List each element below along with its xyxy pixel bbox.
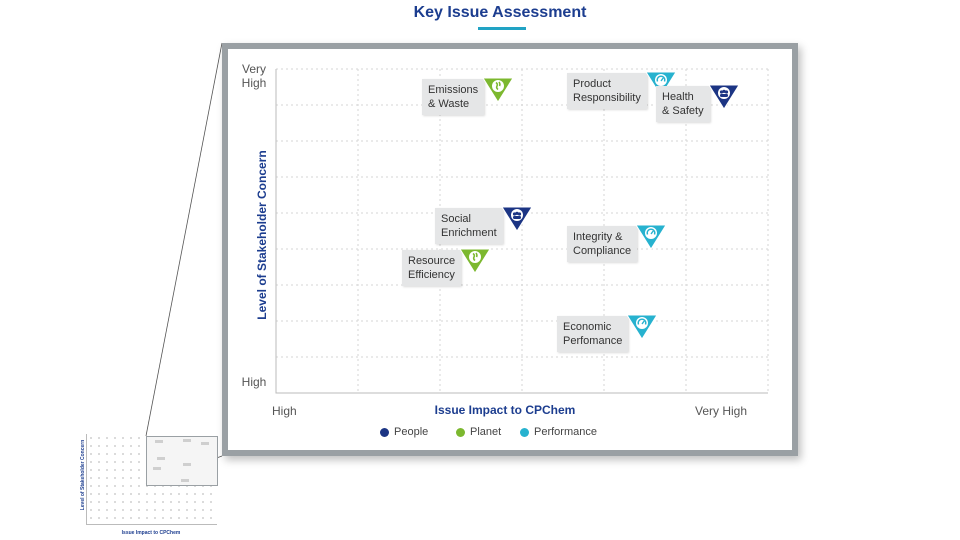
issue-label: Integrity & Compliance bbox=[567, 226, 638, 262]
legend-performance-dot bbox=[520, 427, 529, 437]
issue-label: Resource Efficiency bbox=[402, 250, 462, 286]
issue-point-resource-efficiency: Resource Efficiency bbox=[402, 248, 493, 286]
y-tick-top: Very High bbox=[241, 62, 267, 90]
planet-marker-icon bbox=[482, 77, 515, 103]
chart-title: Key Issue Assessment bbox=[413, 4, 587, 21]
issue-point-emissions-waste: Emissions & Waste bbox=[422, 77, 516, 115]
legend-people: People bbox=[380, 426, 428, 438]
legend-planet: Planet bbox=[456, 426, 501, 438]
issue-point-integrity-compliance: Integrity & Compliance bbox=[567, 224, 669, 262]
x-tick-left: High bbox=[272, 404, 297, 418]
axis-lines bbox=[275, 69, 768, 394]
issue-point-product-responsibility: Product Responsibility bbox=[567, 71, 679, 109]
issue-point-economic-perfomance: Economic Perfomance bbox=[557, 314, 660, 352]
x-axis-label: Issue Impact to CPChem bbox=[434, 403, 576, 417]
people-marker-icon bbox=[500, 206, 533, 232]
mini-panel bbox=[146, 436, 218, 486]
mini-y-axis-label: Level of Stakeholder Concern bbox=[80, 439, 86, 511]
x-tick-right: Very High bbox=[695, 404, 748, 418]
people-marker-icon bbox=[707, 84, 740, 110]
title-underline bbox=[478, 27, 526, 30]
issue-point-social-enrichment: Social Enrichment bbox=[435, 206, 535, 244]
performance-marker-icon bbox=[644, 71, 677, 97]
issue-label: Emissions & Waste bbox=[422, 79, 485, 115]
issue-point-health-safety: Health & Safety bbox=[656, 84, 742, 122]
legend-performance-label: Performance bbox=[534, 426, 597, 438]
planet-marker-icon bbox=[459, 248, 491, 274]
performance-marker-icon bbox=[626, 314, 659, 340]
mini-x-axis-label: Issue Impact to CPChem bbox=[121, 530, 181, 536]
legend-performance: Performance bbox=[520, 426, 597, 438]
issue-label: Economic Perfomance bbox=[557, 316, 629, 352]
issue-label: Health & Safety bbox=[656, 86, 710, 122]
y-tick-bottom: High bbox=[241, 375, 267, 389]
legend-planet-label: Planet bbox=[470, 426, 502, 438]
legend-people-label: People bbox=[394, 426, 429, 438]
legend-planet-dot bbox=[456, 427, 465, 437]
issue-label: Social Enrichment bbox=[435, 208, 503, 244]
issue-label: Product Responsibility bbox=[567, 73, 647, 109]
legend-people-dot bbox=[380, 427, 389, 437]
performance-marker-icon bbox=[635, 224, 667, 250]
y-axis-label: Level of Stakeholder Concern bbox=[255, 150, 269, 320]
